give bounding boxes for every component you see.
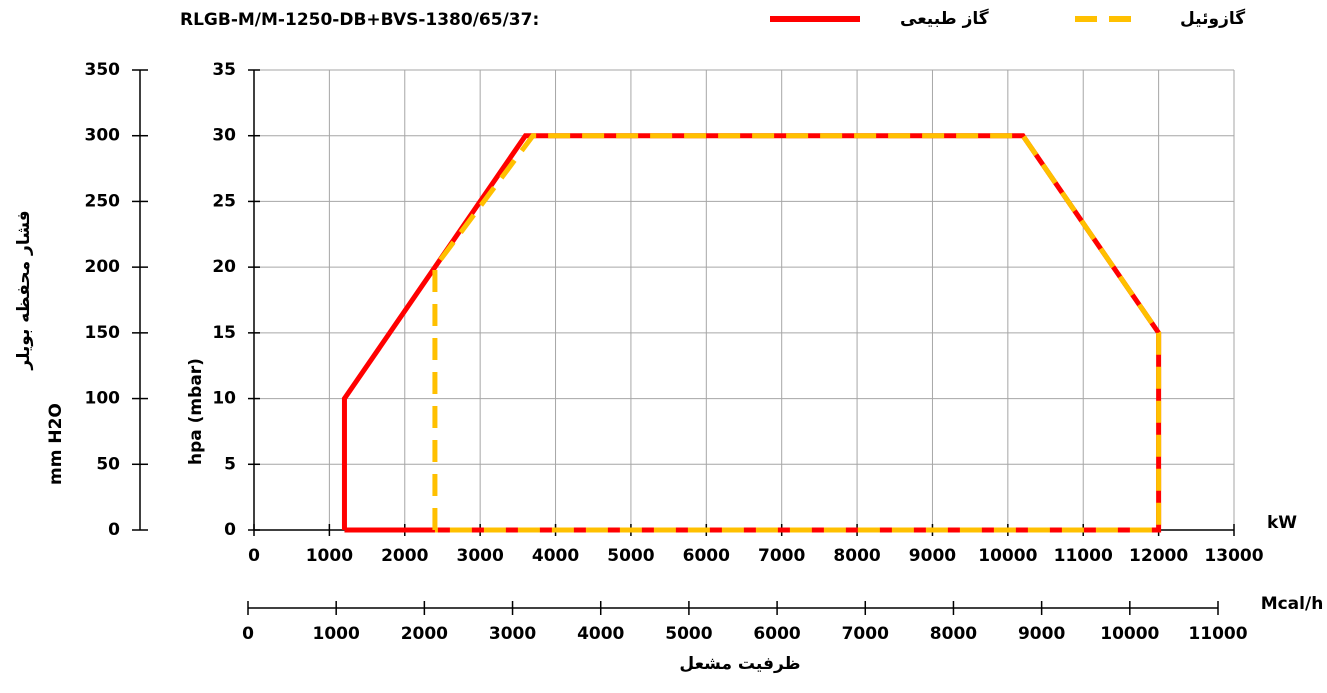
- x-tick-label: 13000: [1204, 546, 1263, 566]
- x2-tick-label: 11000: [1188, 624, 1247, 644]
- y2-tick-label: 150: [85, 323, 121, 343]
- x-tick-label: 8000: [833, 546, 880, 566]
- x-tick-label: 2000: [381, 546, 428, 566]
- x2-tick-label: 6000: [753, 624, 800, 644]
- x-axis-unit: kW: [1267, 513, 1297, 533]
- y-tick-label: 5: [224, 454, 236, 474]
- x2-tick-label: 5000: [665, 624, 712, 644]
- chart-title: RLGB-M/M-1250-DB+BVS-1380/65/37:: [180, 10, 539, 30]
- x2-axis-unit: Mcal/h: [1261, 594, 1324, 614]
- y-tick-label: 20: [212, 257, 236, 277]
- y-tick-label: 35: [212, 60, 236, 80]
- x-tick-label: 9000: [909, 546, 956, 566]
- x-tick-label: 10000: [978, 546, 1037, 566]
- y2-tick-label: 350: [85, 60, 121, 80]
- x-tick-label: 0: [248, 546, 260, 566]
- x-tick-label: 12000: [1129, 546, 1188, 566]
- x-tick-label: 5000: [607, 546, 654, 566]
- series-line: [341, 133, 1162, 533]
- x2-tick-label: 3000: [489, 624, 536, 644]
- x2-tick-label: 0: [242, 624, 254, 644]
- x-tick-label: 6000: [683, 546, 730, 566]
- y-tick-label: 10: [212, 389, 236, 409]
- x2-tick-label: 1000: [313, 624, 360, 644]
- y2-tick-label: 100: [85, 389, 121, 409]
- y-tick-label: 15: [212, 323, 236, 343]
- x2-tick-label: 9000: [1018, 624, 1065, 644]
- x2-tick-label: 4000: [577, 624, 624, 644]
- y2-tick-label: 0: [108, 520, 120, 540]
- y2-tick-label: 300: [85, 126, 121, 146]
- y-tick-label: 0: [224, 520, 236, 540]
- x2-tick-label: 7000: [842, 624, 889, 644]
- y2-tick-label: 200: [85, 257, 121, 277]
- x-tick-label: 1000: [306, 546, 353, 566]
- y-tick-label: 25: [212, 191, 236, 211]
- y-axis-title: hpa (mbar): [186, 358, 206, 465]
- legend-label: گازوئیل: [1180, 8, 1245, 29]
- y-tick-label: 30: [212, 126, 236, 146]
- y2-axis-title: فشار محفظه بویلر: [14, 210, 34, 370]
- x2-tick-label: 2000: [401, 624, 448, 644]
- x-axis-title: ظرفیت مشعل: [679, 654, 800, 674]
- y2-tick-label: 50: [96, 454, 120, 474]
- x2-tick-label: 8000: [930, 624, 977, 644]
- x-tick-label: 4000: [532, 546, 579, 566]
- y2-tick-label: 250: [85, 191, 121, 211]
- legend-label: گاز طبیعی: [900, 8, 989, 29]
- x-tick-label: 3000: [456, 546, 503, 566]
- x2-tick-label: 10000: [1100, 624, 1159, 644]
- x-tick-label: 7000: [758, 546, 805, 566]
- y2-axis-unit: mm H2O: [46, 403, 66, 485]
- x-tick-label: 11000: [1054, 546, 1113, 566]
